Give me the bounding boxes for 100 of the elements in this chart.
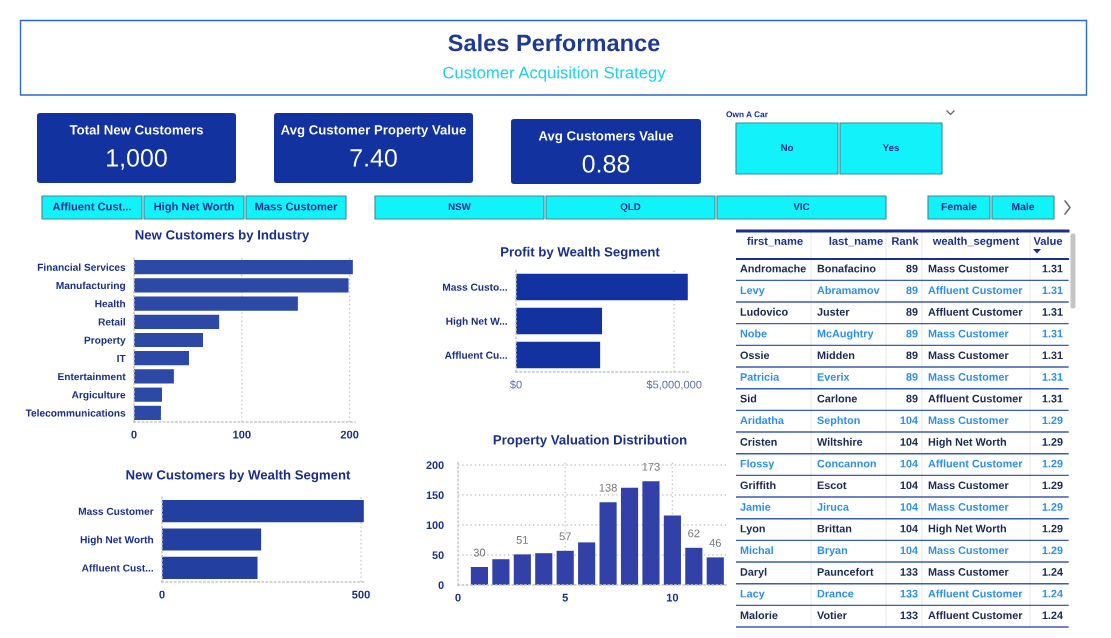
text: 1.24	[1042, 568, 1063, 576]
text: Midden	[817, 351, 855, 360]
data-label: 138	[599, 483, 617, 492]
text: 0.88	[582, 155, 630, 173]
text: 1.31	[1042, 308, 1063, 316]
text: Concannon	[817, 459, 876, 468]
text: Mass Customer	[928, 503, 1009, 511]
text: 104	[900, 546, 918, 555]
bar	[134, 278, 349, 293]
text: 1.29	[1042, 438, 1063, 446]
text: Carlone	[817, 394, 857, 403]
text: 89	[906, 286, 918, 295]
y-tick-label: High Net Worth	[80, 535, 154, 546]
category-label: first_name	[747, 236, 803, 247]
category-label: Male	[1012, 202, 1035, 211]
text: Mass Customer	[928, 351, 1009, 360]
bar	[535, 553, 553, 585]
x-tick-label: 5	[562, 593, 568, 602]
category-label: wealth_segment	[932, 236, 1020, 248]
text: 7.40	[350, 149, 397, 167]
y-tick-label: Affluent Cust...	[81, 564, 153, 572]
text: Levy	[740, 286, 765, 297]
text: Flossy	[740, 459, 775, 470]
text: Griffith	[740, 481, 776, 490]
chart-title: New Customers by Wealth Segment	[126, 469, 351, 483]
text: Brittan	[817, 524, 852, 533]
bar	[470, 567, 489, 585]
text: 1.24	[1042, 589, 1063, 598]
text: Avg Customers Value	[538, 130, 674, 144]
text: Juster	[817, 308, 850, 316]
text: 104	[900, 459, 918, 468]
x-tick-label: 10	[666, 593, 679, 602]
text: 1.31	[1042, 394, 1063, 403]
category-label: QLD	[620, 203, 641, 212]
bar	[492, 559, 510, 585]
text: Affluent Customer	[928, 394, 1023, 403]
text: Mass Customer	[928, 373, 1009, 381]
y-tick-label: 50	[432, 551, 444, 560]
text: 104	[900, 503, 918, 511]
text: Drance	[817, 589, 854, 598]
bar	[513, 554, 531, 585]
y-tick-label: Property	[84, 336, 126, 346]
category-label: VIC	[793, 203, 810, 211]
bar	[162, 556, 258, 579]
text: Pauncefort	[817, 567, 874, 576]
chart-title: New Customers by Industry	[135, 229, 310, 243]
bar	[134, 260, 353, 275]
text: Avg Customer Property Value	[280, 124, 466, 138]
text: 1.29	[1042, 481, 1063, 490]
text: Aridatha	[740, 416, 785, 425]
bar	[134, 369, 174, 384]
category-label: Value	[1033, 236, 1063, 245]
bar	[620, 487, 639, 585]
data-label: 30	[473, 548, 486, 557]
y-tick-label: Affluent Cu...	[444, 351, 507, 359]
text: Mass Customer	[928, 568, 1009, 576]
text: Daryl	[740, 567, 767, 578]
bar	[642, 481, 660, 585]
text: McAughtry	[817, 329, 874, 340]
text: Own A Car	[726, 111, 768, 118]
text: 104	[900, 416, 918, 425]
text: Lyon	[740, 524, 765, 535]
text: Mass Customer	[928, 546, 1009, 555]
text: 1.31	[1042, 264, 1063, 273]
text: Andromache	[740, 264, 806, 273]
text: Mass Customer	[928, 329, 1009, 338]
text: 1.29	[1042, 416, 1063, 425]
text: 89	[906, 329, 918, 338]
text: Ludovico	[740, 307, 788, 316]
bar	[685, 547, 703, 585]
bar	[134, 351, 189, 366]
text: Bonafacino	[817, 264, 876, 273]
y-tick-label: Mass Customer	[78, 507, 154, 515]
text: 89	[906, 394, 918, 403]
text: 89	[906, 308, 918, 316]
bar	[162, 528, 262, 551]
text: Affluent Customer	[928, 307, 1023, 316]
text: Customer Acquisition Strategy	[443, 66, 666, 82]
text: 104	[900, 438, 918, 446]
bar	[162, 500, 364, 523]
text: 1.31	[1042, 329, 1063, 338]
text: Mass Customer	[928, 481, 1009, 490]
text: 1.31	[1042, 373, 1063, 381]
bar	[578, 542, 596, 585]
y-tick-label: IT	[117, 354, 126, 362]
text: High Net Worth	[928, 524, 1006, 535]
text: Jiruca	[817, 502, 849, 511]
y-tick-label: Financial Services	[37, 263, 126, 271]
text: Affluent Customer	[928, 286, 1023, 295]
bar	[516, 341, 601, 369]
text: 1.31	[1042, 286, 1063, 295]
bar	[134, 332, 203, 348]
bar	[134, 314, 220, 329]
bar	[663, 515, 681, 585]
text: High Net Worth	[928, 437, 1006, 448]
category-label: NSW	[448, 203, 471, 211]
text: Ossie	[740, 351, 770, 360]
bar	[134, 387, 163, 402]
text: 89	[906, 351, 918, 360]
y-tick-label: Argiculture	[71, 390, 126, 401]
